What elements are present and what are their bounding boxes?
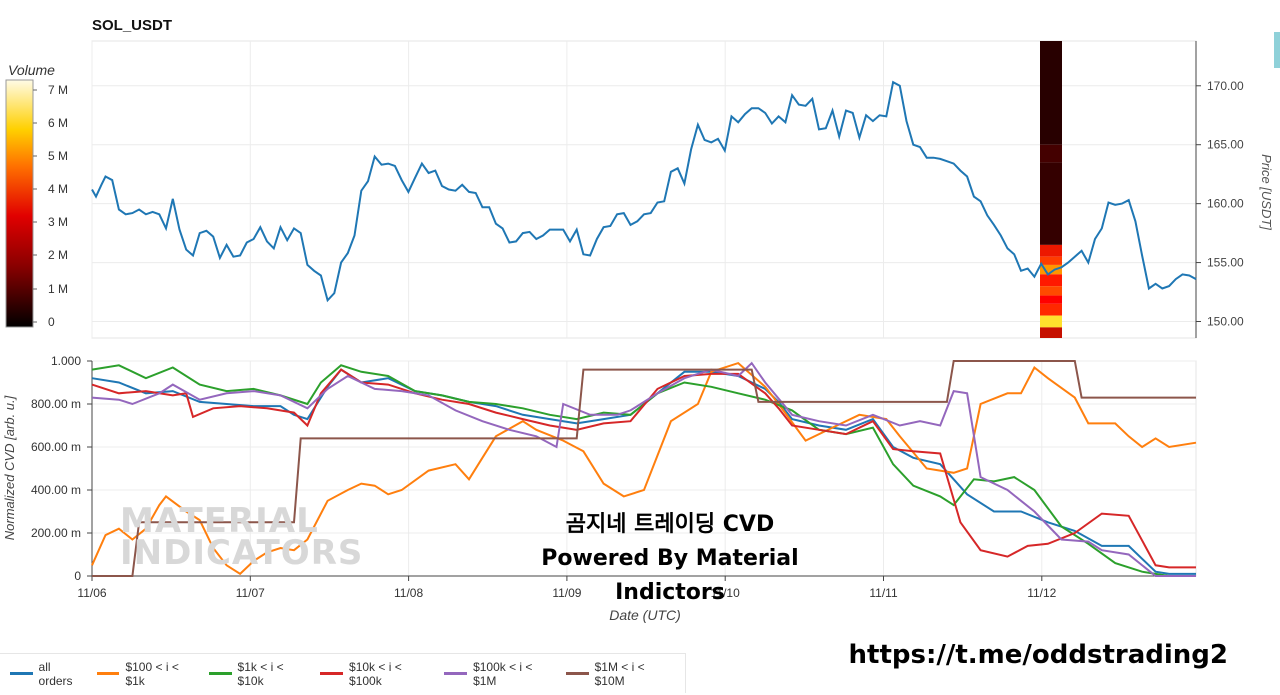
cvd-series-line xyxy=(91,361,1196,577)
cvd-tick-label: 200.00 m xyxy=(31,526,81,540)
cvd-series-line xyxy=(91,368,1196,569)
cvd-ylabel: Normalized CVD [arb. u.] xyxy=(2,395,17,540)
volume-heat-cell xyxy=(1040,303,1062,316)
volume-heat-cell xyxy=(1040,274,1062,287)
legend-label: $1M < i < $10M xyxy=(594,659,645,688)
legend-swatch xyxy=(566,672,589,675)
colorbar-tick-label: 3 M xyxy=(48,215,68,229)
date-tick-label: 11/12 xyxy=(1027,586,1056,600)
price-tick-label: 170.00 xyxy=(1207,79,1244,93)
legend-swatch xyxy=(96,672,120,675)
colorbar-tick-label: 0 xyxy=(48,315,55,329)
price-tick-label: 165.00 xyxy=(1207,138,1244,152)
watermark-line-2: INDICATORS xyxy=(120,533,364,573)
date-tick-label: 11/09 xyxy=(552,586,581,600)
cvd-tick-label: 600.00 m xyxy=(31,440,81,454)
legend-item[interactable]: $100 < i < $1k xyxy=(96,659,197,688)
date-tick-label: 11/11 xyxy=(869,586,898,600)
volume-heat-cell xyxy=(1040,244,1062,257)
cvd-xlabel: Date (UTC) xyxy=(609,607,681,623)
legend-label: $10k < i < $100k xyxy=(349,659,402,688)
volume-colorbar: Volume 0 1 M 2 M 3 M 4 M 5 M 6 M 7 M xyxy=(5,62,68,329)
date-tick-label: 11/07 xyxy=(236,586,265,600)
legend-label: $100 < i < $1k xyxy=(125,659,179,688)
colorbar-tick-label: 4 M xyxy=(48,182,68,196)
legend-label: $1k < i < $10k xyxy=(237,659,284,688)
cvd-tick-label: 400.00 m xyxy=(31,483,81,497)
overlay-line-1: 곰지네 트레이딩 CVD xyxy=(565,512,775,537)
watermark-line-1: MATERIAL xyxy=(120,501,319,541)
colorbar-tick-label: 7 M xyxy=(48,83,68,97)
price-line xyxy=(91,80,1197,303)
cvd-series-line xyxy=(91,361,1197,576)
cvd-series-line xyxy=(92,360,1196,577)
volume-heat-cell xyxy=(1040,286,1062,296)
legend-swatch xyxy=(320,672,344,675)
cvd-plot: 0 200.00 m 400.00 m 600.00 m 800.00 m 1.000 11… xyxy=(2,354,1197,623)
colorbar-tick-label: 6 M xyxy=(48,116,68,130)
legend-item[interactable]: $10k < i < $100k xyxy=(320,660,432,688)
legend-item[interactable]: all orders xyxy=(10,660,85,688)
legend-item[interactable]: $100k < i < $1M xyxy=(444,660,554,688)
volume-heat-cell xyxy=(1040,144,1062,163)
legend-swatch xyxy=(444,672,468,675)
price-tick-label: 160.00 xyxy=(1207,197,1244,211)
date-tick-label: 11/10 xyxy=(711,586,740,600)
colorbar-tick-label: 1 M xyxy=(48,282,68,296)
cvd-tick-label: 800.00 m xyxy=(31,397,81,411)
legend-item[interactable]: $1M < i < $10M xyxy=(566,660,673,688)
colorbar-title: Volume xyxy=(8,62,55,78)
date-tick-label: 11/06 xyxy=(77,586,106,600)
overlay-caption: 곰지네 트레이딩 CVD Powered By Material Indicto… xyxy=(490,508,850,610)
volume-heat-cell xyxy=(1040,264,1062,275)
cvd-plot-area xyxy=(91,360,1197,577)
chart-legend: all orders $100 < i < $1k $1k < i < $10k $1… xyxy=(0,653,686,693)
legend-swatch xyxy=(208,672,232,675)
legend-swatch xyxy=(10,672,33,675)
price-plot: 150.00 155.00 160.00 165.00 170.00 SOL_USDT Pr… xyxy=(91,17,1274,339)
price-tick-label: 155.00 xyxy=(1207,256,1244,270)
side-tab[interactable] xyxy=(1274,32,1280,68)
volume-heat-cell xyxy=(1040,162,1062,245)
volume-heat-cell xyxy=(1040,327,1062,338)
legend-label: $100k < i < $1M xyxy=(473,659,533,688)
overlay-line-2: Powered By Material Indictors xyxy=(541,546,799,605)
price-plot-area xyxy=(91,40,1197,339)
volume-heat-cell xyxy=(1040,295,1062,304)
volume-heat-cell xyxy=(1040,256,1062,265)
cvd-tick-label: 1.000 xyxy=(51,354,81,368)
colorbar-tick-label: 2 M xyxy=(48,248,68,262)
legend-label: all orders xyxy=(38,659,73,688)
date-tick-label: 11/08 xyxy=(394,586,423,600)
price-tick-label: 150.00 xyxy=(1207,315,1244,329)
legend-item[interactable]: $1k < i < $10k xyxy=(208,659,308,688)
telegram-link[interactable]: https://t.me/oddstrading2 xyxy=(848,640,1228,670)
price-ylabel: Price [USDT] xyxy=(1259,154,1274,230)
volume-heat-cell xyxy=(1040,315,1062,328)
material-indicators-watermark: MATERIAL INDICATORS xyxy=(120,501,364,573)
colorbar-tick-label: 5 M xyxy=(48,149,68,163)
colorbar-rect xyxy=(5,79,34,328)
cvd-tick-label: 0 xyxy=(74,569,81,583)
price-title: SOL_USDT xyxy=(92,17,172,34)
volume-heat-cell xyxy=(1040,41,1062,145)
